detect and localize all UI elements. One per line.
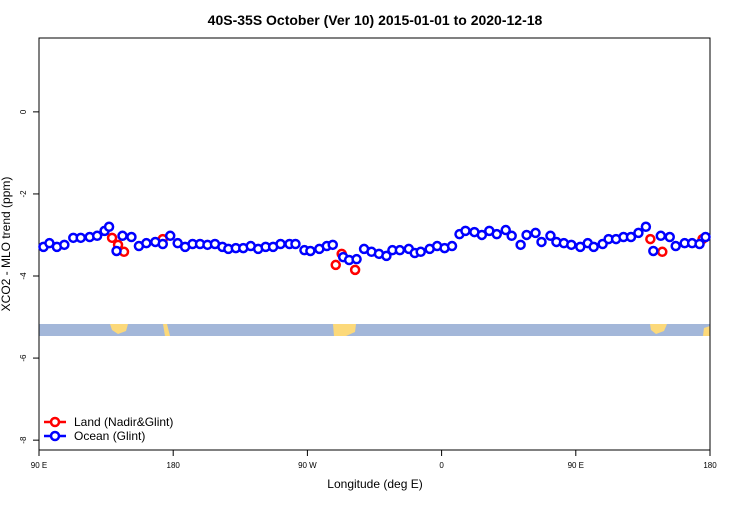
point — [126, 231, 137, 243]
y-axis-label: XCO2 - MLO trend (ppm) — [0, 177, 13, 312]
point — [648, 245, 659, 257]
land-patch — [110, 324, 128, 334]
point — [694, 238, 705, 250]
point — [670, 240, 681, 252]
point — [521, 229, 532, 241]
map-band — [39, 324, 710, 336]
point — [460, 225, 471, 237]
point — [275, 238, 286, 250]
ocean-band — [39, 324, 710, 336]
point — [381, 250, 392, 262]
point — [446, 240, 458, 252]
point — [59, 239, 70, 251]
x-tick-label: 90 E — [31, 461, 47, 470]
point — [640, 221, 652, 233]
point — [625, 231, 637, 243]
point — [657, 246, 668, 258]
x-tick-label: 180 — [167, 461, 181, 470]
x-tick-label: 90 E — [568, 461, 584, 470]
point — [700, 231, 711, 243]
point — [415, 246, 426, 258]
point — [164, 230, 176, 242]
point — [106, 232, 118, 244]
x-tick-label: 90 W — [298, 461, 317, 470]
point — [500, 224, 511, 236]
point — [536, 236, 547, 248]
x-tick-label: 0 — [439, 461, 444, 470]
x-axis-label: Longitude (deg E) — [327, 477, 422, 491]
legend-label: Ocean (Glint) — [74, 429, 145, 443]
point — [506, 230, 517, 242]
point — [117, 230, 128, 242]
y-tick-label: 0 — [19, 109, 28, 114]
point — [588, 241, 599, 253]
land-patch — [333, 324, 356, 336]
point — [664, 231, 675, 243]
legend-marker — [49, 430, 61, 442]
plot-frame — [38, 37, 711, 451]
y-tick-label: -8 — [19, 436, 28, 444]
legend: Land (Nadir&Glint)Ocean (Glint) — [44, 415, 173, 443]
point — [91, 230, 103, 242]
point — [491, 228, 503, 240]
point — [645, 233, 656, 245]
point — [305, 245, 316, 257]
point — [103, 221, 115, 233]
legend-label: Land (Nadir&Glint) — [74, 415, 173, 429]
point — [290, 238, 301, 250]
y-tick-label: -6 — [19, 354, 28, 362]
point — [141, 237, 152, 249]
point — [476, 229, 488, 241]
point — [111, 245, 122, 257]
point — [157, 238, 169, 250]
x-tick-label: 180 — [703, 461, 717, 470]
point — [349, 264, 361, 276]
land-patch — [650, 324, 667, 334]
legend-marker — [49, 416, 61, 428]
point — [530, 227, 541, 239]
y-tick-label: -4 — [19, 272, 28, 280]
land-patch — [163, 324, 170, 336]
point — [655, 230, 667, 242]
y-tick-label: -2 — [19, 190, 28, 198]
point — [330, 259, 341, 271]
point — [566, 239, 577, 251]
point — [327, 239, 338, 251]
series — [38, 221, 711, 266]
point — [545, 230, 556, 242]
point — [633, 227, 644, 239]
point — [351, 253, 362, 265]
point — [394, 244, 406, 256]
chart-title: 40S-35S October (Ver 10) 2015-01-01 to 2… — [208, 12, 543, 28]
point — [75, 232, 87, 244]
land-patch — [703, 326, 710, 336]
point — [515, 239, 526, 251]
